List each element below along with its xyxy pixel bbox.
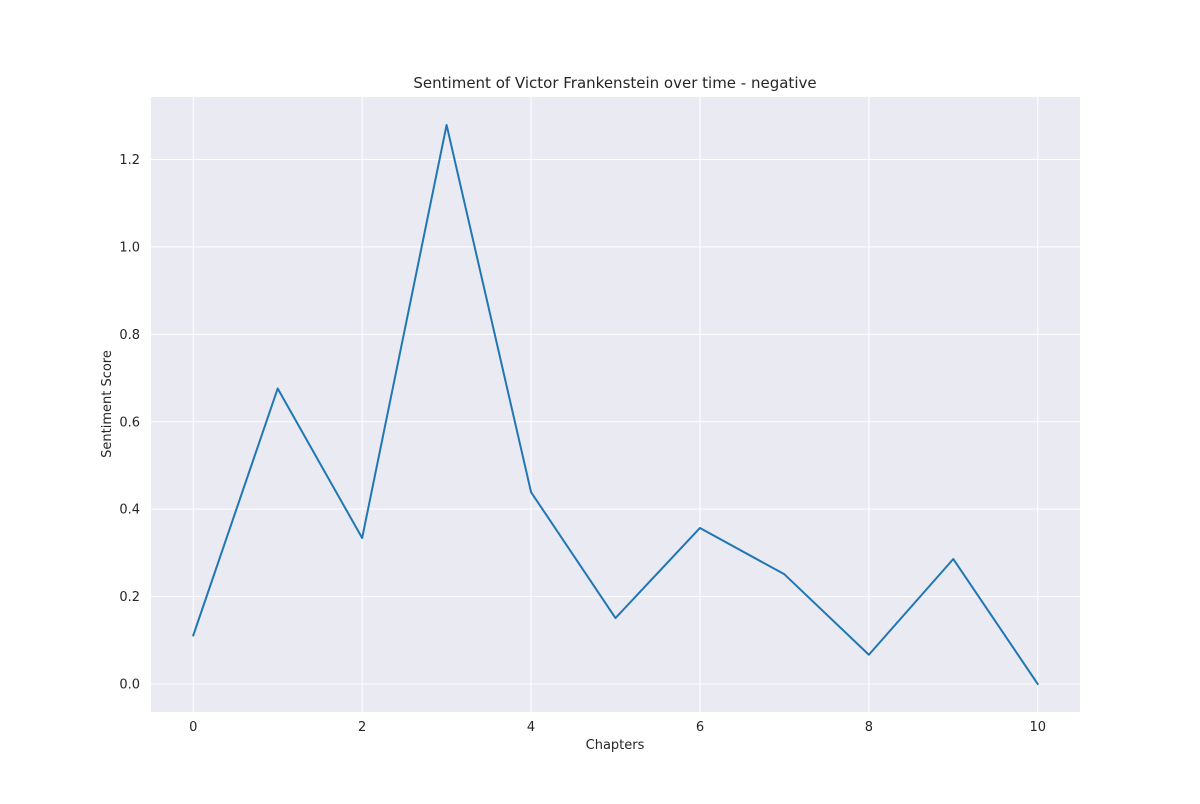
y-tick-label: 1.0 [119,240,140,255]
y-tick-label: 0.0 [119,678,140,693]
x-tick-label: 2 [358,720,366,735]
y-tick-label: 0.6 [119,415,140,430]
x-tick-label: 8 [865,720,873,735]
y-tick-label: 0.8 [119,328,140,343]
x-tick-label: 10 [1029,720,1046,735]
y-tick-label: 0.4 [119,503,140,518]
y-tick-label: 1.2 [119,153,140,168]
x-tick-label: 0 [189,720,197,735]
y-axis-label: Sentiment Score [100,350,115,458]
plot-area [151,97,1080,712]
x-tick-label: 4 [527,720,535,735]
y-tick-label: 0.2 [119,590,140,605]
x-tick-label: 6 [696,720,704,735]
x-axis-label: Chapters [586,738,645,753]
chart-title: Sentiment of Victor Frankenstein over ti… [413,74,816,92]
y-axis-ticks: 0.0 0.2 0.4 0.6 0.8 1.0 1.2 [119,153,140,693]
x-axis-ticks: 0 2 4 6 8 10 [189,720,1046,735]
